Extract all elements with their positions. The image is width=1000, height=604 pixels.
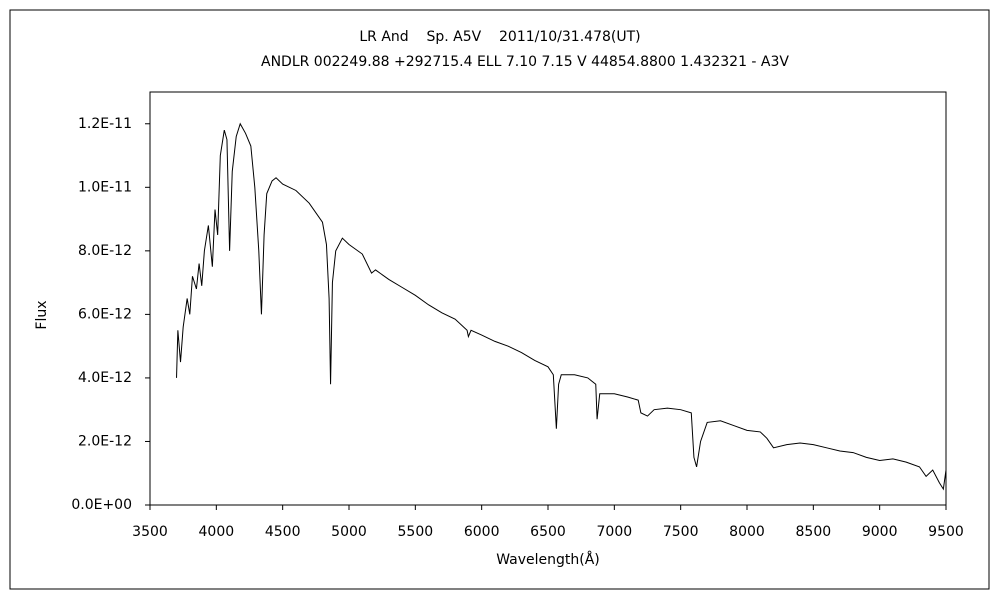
x-tick-label: 5000 [331, 524, 367, 540]
x-tick-label: 9000 [862, 524, 898, 540]
y-axis-label: Flux [34, 300, 50, 329]
y-tick-label: 0.0E+00 [71, 497, 132, 513]
chart-title: LR And Sp. A5V 2011/10/31.478(UT) [359, 29, 640, 45]
x-tick-label: 4000 [199, 524, 235, 540]
x-axis-label: Wavelength(Å) [496, 551, 600, 568]
spectrum-line [176, 122, 947, 491]
y-tick-label: 8.0E-12 [78, 243, 132, 259]
x-tick-label: 8000 [729, 524, 765, 540]
x-tick-label: 8500 [796, 524, 832, 540]
chart-border [9, 9, 990, 590]
x-tick-label: 7500 [663, 524, 699, 540]
y-tick-label: 4.0E-12 [78, 370, 132, 386]
x-tick-label: 7000 [597, 524, 633, 540]
y-tick-label: 2.0E-12 [78, 433, 132, 449]
chart-subtitle: ANDLR 002249.88 +292715.4 ELL 7.10 7.15 … [261, 54, 789, 70]
y-tick-label: 6.0E-12 [78, 306, 132, 322]
y-tick-label: 1.0E-11 [78, 179, 132, 195]
x-tick-label: 6000 [464, 524, 500, 540]
x-tick-label: 5500 [398, 524, 434, 540]
x-tick-label: 6500 [530, 524, 566, 540]
x-tick-label: 3500 [132, 524, 168, 540]
x-tick-label: 4500 [265, 524, 301, 540]
y-tick-label: 1.2E-11 [78, 116, 132, 132]
x-tick-label: 9500 [928, 524, 964, 540]
